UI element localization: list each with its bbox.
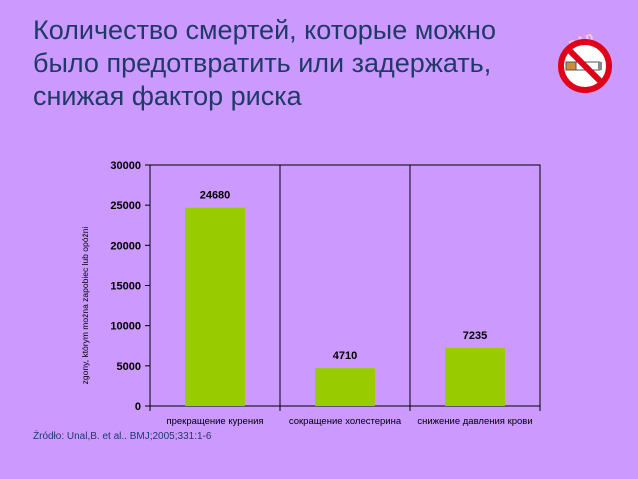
y-tick-label: 25000: [110, 200, 141, 212]
y-axis-label: zgony, którym można zapobiec lub opóźni: [80, 227, 90, 385]
y-tick-label: 15000: [110, 281, 141, 293]
slide-title: Количество смертей, которые можно было п…: [33, 15, 496, 111]
data-label: 24680: [200, 190, 231, 202]
x-tick-label: снижение давления крови: [417, 416, 532, 427]
bar: [315, 368, 375, 406]
x-tick-label: сокращение холестерина: [289, 416, 402, 427]
y-tick-label: 5000: [117, 361, 141, 373]
x-tick-label: прекращение курения: [166, 416, 263, 427]
y-tick-label: 0: [135, 401, 141, 413]
data-label: 7235: [463, 330, 487, 342]
bar: [445, 347, 505, 406]
data-label: 4710: [333, 350, 357, 362]
bar: [185, 207, 245, 406]
y-tick-label: 30000: [110, 160, 141, 172]
no-smoking-icon: p.t.p: [558, 29, 612, 93]
source-citation: Źródło: Unal,B. et al.. BMJ;2005;331:1-6: [33, 431, 212, 442]
y-tick-label: 20000: [110, 240, 141, 252]
y-tick-label: 10000: [110, 321, 141, 333]
